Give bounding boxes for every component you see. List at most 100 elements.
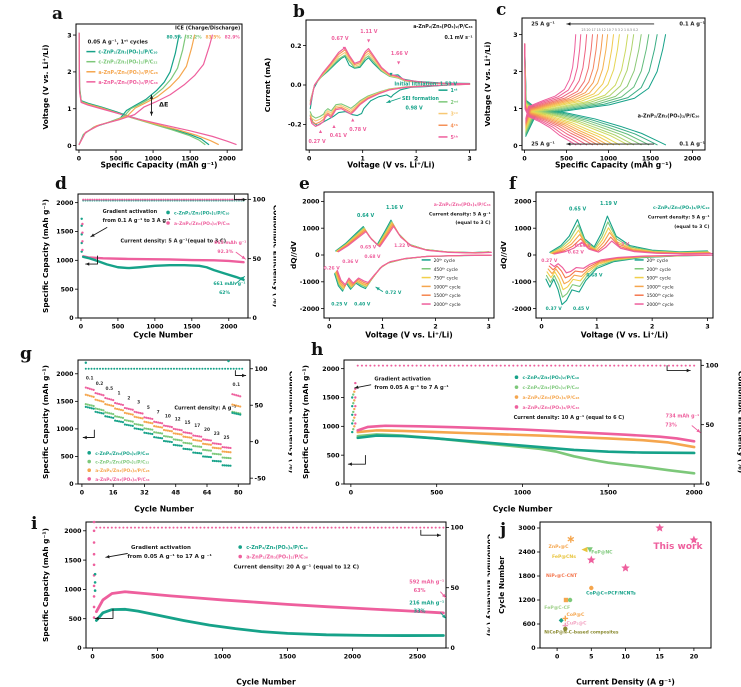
svg-text:dQ//dV: dQ//dV <box>289 241 298 269</box>
svg-text:ICE (Charge/Discharge): ICE (Charge/Discharge) <box>175 26 240 32</box>
svg-text:1000: 1000 <box>56 258 74 265</box>
svg-text:2000: 2000 <box>64 528 82 535</box>
svg-text:500ᵗʰ cycle: 500ᵗʰ cycle <box>647 276 671 282</box>
svg-text:80: 80 <box>234 490 243 497</box>
svg-text:0: 0 <box>555 654 560 661</box>
svg-text:92.3%: 92.3% <box>217 249 233 255</box>
svg-text:a-ZnP₂/Zn₃(PO₄)₂/P/C₃₆: a-ZnP₂/Zn₃(PO₄)₂/P/C₃₆ <box>174 221 230 227</box>
svg-text:1500: 1500 <box>600 490 618 497</box>
svg-text:2000ᵗʰ cycle: 2000ᵗʰ cycle <box>647 302 674 308</box>
svg-text:▼: ▼ <box>397 60 401 65</box>
svg-text:100: 100 <box>255 366 269 373</box>
svg-text:7: 7 <box>157 409 160 415</box>
svg-text:0: 0 <box>77 156 82 163</box>
svg-text:500: 500 <box>61 454 75 461</box>
svg-text:Current density: 5 A g⁻¹(equal: Current density: 5 A g⁻¹(equal to 3 C) <box>121 238 226 244</box>
svg-text:Current density: 5 A g⁻¹: Current density: 5 A g⁻¹ <box>429 211 491 217</box>
svg-text:2: 2 <box>67 69 71 76</box>
svg-text:1: 1 <box>118 391 121 397</box>
svg-text:1000ᵗʰ cycle: 1000ᵗʰ cycle <box>434 284 461 290</box>
svg-text:0: 0 <box>513 143 518 150</box>
svg-text:80.5%: 80.5% <box>166 34 182 40</box>
svg-text:82.2%: 82.2% <box>186 34 202 40</box>
svg-text:1000: 1000 <box>146 324 164 331</box>
svg-text:63%: 63% <box>414 588 426 594</box>
svg-text:1000: 1000 <box>514 225 532 232</box>
svg-text:c-ZnP₂/Zn₃(PO₄)₂/P/C₁₀: c-ZnP₂/Zn₃(PO₄)₂/P/C₁₀ <box>246 545 308 551</box>
svg-text:0.69 V: 0.69 V <box>575 243 592 249</box>
svg-text:1500ᵗʰ cycle: 1500ᵗʰ cycle <box>647 293 674 299</box>
svg-text:Specific Capacity (mAh g⁻¹): Specific Capacity (mAh g⁻¹) <box>555 161 672 170</box>
panel-c-chart: 0 500 1000 1500 2000 0 1 2 3 Specific Capacity (m… <box>483 17 706 170</box>
panel-f-chart: 0 1 2 3 -2000 -1000 0 1000 2000 Voltage (V vs. Li… <box>499 191 714 340</box>
svg-text:600: 600 <box>523 621 537 628</box>
svg-text:500: 500 <box>327 452 341 459</box>
svg-text:0.1: 0.1 <box>233 382 241 388</box>
panel-g-chart: 0 16 32 48 64 800500100015002000-50050100Cycl… <box>41 359 293 514</box>
svg-text:Coulombic Efficiency (%): Coulombic Efficiency (%) <box>486 534 491 636</box>
svg-text:2000: 2000 <box>56 200 74 207</box>
svg-text:1500: 1500 <box>642 156 660 163</box>
svg-text:0: 0 <box>77 645 82 652</box>
svg-text:592 mAh g⁻¹: 592 mAh g⁻¹ <box>409 580 444 586</box>
svg-text:2ⁿᵈ: 2ⁿᵈ <box>451 100 460 106</box>
svg-text:a-ZnP₂/Zn₃(PO₄)₂/P/C₃₆: a-ZnP₂/Zn₃(PO₄)₂/P/C₃₆ <box>95 477 149 483</box>
svg-text:2: 2 <box>513 69 517 76</box>
panel-i-letter: i <box>31 514 38 534</box>
svg-text:2000ᵗʰ cycle: 2000ᵗʰ cycle <box>434 302 461 308</box>
svg-text:-0.2: -0.2 <box>288 122 302 129</box>
svg-text:500: 500 <box>110 156 124 163</box>
svg-text:50: 50 <box>706 422 715 429</box>
svg-text:2000: 2000 <box>56 371 74 378</box>
svg-text:Current density: 10 A g⁻¹ (equ: Current density: 10 A g⁻¹ (equal to 6 C) <box>514 415 625 421</box>
svg-text:▲: ▲ <box>319 128 323 133</box>
svg-text:a-ZnP₂/Zn₃(PO₄)₂/P/C₃₆: a-ZnP₂/Zn₃(PO₄)₂/P/C₃₆ <box>434 202 491 208</box>
svg-text:1: 1 <box>513 106 517 113</box>
svg-text:0.1 A g⁻¹: 0.1 A g⁻¹ <box>679 141 705 147</box>
svg-text:5: 5 <box>147 405 150 411</box>
svg-text:▲: ▲ <box>332 123 336 128</box>
svg-text:4ᵗʰ: 4ᵗʰ <box>451 123 458 129</box>
svg-text:0.2: 0.2 <box>96 381 104 387</box>
svg-text:1500: 1500 <box>322 395 340 402</box>
svg-text:73%: 73% <box>665 422 677 428</box>
svg-text:216 mAh g⁻¹: 216 mAh g⁻¹ <box>409 601 444 607</box>
svg-text:0.2: 0.2 <box>291 43 302 50</box>
svg-text:Specific Capacity (mAh g⁻¹): Specific Capacity (mAh g⁻¹) <box>100 161 217 170</box>
svg-text:3: 3 <box>67 32 71 39</box>
svg-text:62%: 62% <box>219 290 230 296</box>
svg-text:500: 500 <box>430 490 444 497</box>
svg-text:0.64 V: 0.64 V <box>357 213 375 219</box>
svg-text:▼: ▼ <box>389 71 393 76</box>
svg-text:3ʳᵈ: 3ʳᵈ <box>451 112 459 118</box>
svg-text:500: 500 <box>61 286 75 293</box>
svg-text:0.68 V: 0.68 V <box>364 254 381 260</box>
svg-text:0: 0 <box>69 481 74 488</box>
svg-text:1.19 V: 1.19 V <box>600 201 618 207</box>
svg-text:Coulombic Efficiency (%): Coulombic Efficiency (%) <box>288 371 293 473</box>
svg-text:(equal to 3 C): (equal to 3 C) <box>674 224 709 230</box>
svg-text:0: 0 <box>80 490 85 497</box>
svg-text:17: 17 <box>194 423 200 429</box>
svg-text:c-ZnP₂/Zn₃(PO₄)₂/P/C₁₀: c-ZnP₂/Zn₃(PO₄)₂/P/C₁₀ <box>95 451 149 457</box>
svg-text:0: 0 <box>253 315 258 322</box>
svg-text:1500: 1500 <box>279 654 297 661</box>
panel-g-letter: g <box>20 344 32 364</box>
svg-text:33%: 33% <box>414 609 426 615</box>
svg-text:▼: ▼ <box>367 38 371 43</box>
svg-text:▼: ▼ <box>343 45 347 50</box>
svg-text:12: 12 <box>175 417 181 423</box>
svg-text:1500: 1500 <box>56 399 74 406</box>
svg-text:1.11 V: 1.11 V <box>360 29 378 35</box>
svg-text:1200: 1200 <box>518 597 536 604</box>
svg-text:0: 0 <box>531 645 536 652</box>
panel-j-letter: j <box>500 520 507 540</box>
svg-text:48: 48 <box>171 490 180 497</box>
svg-text:1.16 V: 1.16 V <box>386 205 404 211</box>
panel-f-letter: f <box>509 174 517 194</box>
svg-text:64: 64 <box>203 490 212 497</box>
svg-text:2000: 2000 <box>322 366 340 373</box>
svg-text:CoP@C⊂PCF/NCNTs: CoP@C⊂PCF/NCNTs <box>586 590 636 596</box>
svg-text:1000: 1000 <box>600 156 618 163</box>
svg-text:Voltage (V vs. Li⁺/Li): Voltage (V vs. Li⁺/Li) <box>347 161 434 170</box>
